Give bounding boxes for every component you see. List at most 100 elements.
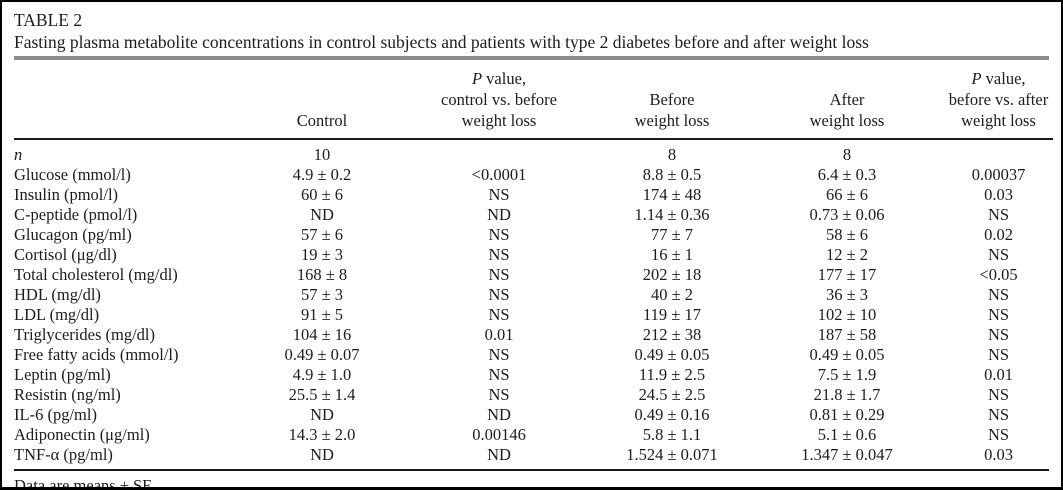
cell-p-before-vs-after: NS <box>987 325 1010 344</box>
col-header-p-control-vs-before: P value, control vs. before weight loss <box>404 60 594 140</box>
table-row: Cortisol (μg/dl) 19 ± 3 NS 16 ± 1 12 ± 2… <box>14 245 1053 265</box>
cell-before-weight-loss: 8.8 ± 0.5 <box>642 165 702 184</box>
caption-divider-rule <box>14 56 1049 60</box>
cell-p-control-vs-before: NS <box>488 185 510 204</box>
cell-p-control-vs-before: 0.00146 <box>472 425 526 444</box>
table-caption: Fasting plasma metabolite concentrations… <box>14 32 869 52</box>
row-label: IL-6 (pg/ml) <box>14 405 97 424</box>
table-label: TABLE 2 <box>14 10 83 30</box>
cell-before-weight-loss: 0.49 ± 0.05 <box>634 345 710 364</box>
cell-before-weight-loss: 77 ± 7 <box>650 225 694 244</box>
row-label: Leptin (pg/ml) <box>14 365 111 384</box>
row-label: C-peptide (pmol/l) <box>14 205 138 224</box>
cell-after-weight-loss: 0.81 ± 0.29 <box>809 405 885 424</box>
table-row: LDL (mg/dl) 91 ± 5 NS 119 ± 17 102 ± 10 … <box>14 305 1053 325</box>
cell-before-weight-loss: 119 ± 17 <box>643 305 701 324</box>
cell-p-before-vs-after: NS <box>987 245 1010 264</box>
cell-before-weight-loss: 212 ± 38 <box>642 325 702 344</box>
cell-p-before-vs-after <box>944 139 1053 165</box>
table-row: Resistin (ng/ml) 25.5 ± 1.4 NS 24.5 ± 2.… <box>14 385 1053 405</box>
table-row: Leptin (pg/ml) 4.9 ± 1.0 NS 11.9 ± 2.5 7… <box>14 365 1053 385</box>
row-label: Glucose (mmol/l) <box>14 165 131 184</box>
cell-p-control-vs-before: NS <box>488 345 510 364</box>
cell-before-weight-loss: 1.14 ± 0.36 <box>634 205 710 224</box>
cell-before-weight-loss: 40 ± 2 <box>650 285 694 304</box>
cell-control: 60 ± 6 <box>300 185 344 204</box>
cell-p-control-vs-before: ND <box>487 205 511 224</box>
cell-control: 4.9 ± 1.0 <box>292 365 352 384</box>
cell-p-before-vs-after: <0.05 <box>979 265 1018 284</box>
cell-p-control-vs-before: NS <box>488 285 510 304</box>
cell-control: 57 ± 6 <box>300 225 344 244</box>
table-row: Free fatty acids (mmol/l) 0.49 ± 0.07 NS… <box>14 345 1053 365</box>
cell-after-weight-loss: 12 ± 2 <box>825 245 869 264</box>
row-label: LDL (mg/dl) <box>14 305 100 324</box>
cell-p-control-vs-before: NS <box>488 245 510 264</box>
cell-p-control-vs-before: NS <box>488 225 510 244</box>
cell-control: ND <box>310 405 334 424</box>
cell-p-before-vs-after: NS <box>987 345 1010 364</box>
table-row: C-peptide (pmol/l) ND ND 1.14 ± 0.36 0.7… <box>14 205 1053 225</box>
table-body: n 10 8 8 Glucose (mmol/l) 4.9 ± 0.2 <0.0… <box>14 139 1053 469</box>
cell-control: 0.49 ± 0.07 <box>284 345 360 364</box>
cell-after-weight-loss: 102 ± 10 <box>817 305 877 324</box>
cell-control: 10 <box>313 145 331 164</box>
cell-p-control-vs-before: <0.0001 <box>471 165 527 184</box>
cell-p-control-vs-before: NS <box>488 365 510 384</box>
cell-p-control-vs-before: ND <box>487 405 511 424</box>
col-header-before-weight-loss: Before weight loss <box>594 60 750 140</box>
cell-before-weight-loss: 11.9 ± 2.5 <box>638 365 706 384</box>
cell-control: 19 ± 3 <box>300 245 344 264</box>
cell-before-weight-loss: 202 ± 18 <box>642 265 702 284</box>
row-label: HDL (mg/dl) <box>14 285 101 304</box>
table-row: Triglycerides (mg/dl) 104 ± 16 0.01 212 … <box>14 325 1053 345</box>
metabolite-table: Control P value, control vs. before weig… <box>14 60 1053 469</box>
row-label: Free fatty acids (mmol/l) <box>14 345 179 364</box>
cell-before-weight-loss: 0.49 ± 0.16 <box>634 405 710 424</box>
cell-after-weight-loss: 5.1 ± 0.6 <box>817 425 877 444</box>
table-row: Total cholesterol (mg/dl) 168 ± 8 NS 202… <box>14 265 1053 285</box>
cell-p-before-vs-after: 0.03 <box>984 445 1013 464</box>
cell-p-control-vs-before: NS <box>488 265 510 284</box>
row-label: Resistin (ng/ml) <box>14 385 121 404</box>
col-header-after-weight-loss: After weight loss <box>750 60 944 140</box>
row-label: Glucagon (pg/ml) <box>14 225 132 244</box>
cell-p-control-vs-before: NS <box>488 305 510 324</box>
cell-p-before-vs-after: NS <box>987 425 1010 444</box>
footnote-divider-rule <box>14 469 1049 471</box>
cell-before-weight-loss: 24.5 ± 2.5 <box>638 385 706 404</box>
col-header-blank <box>14 60 240 140</box>
table-row: Adiponectin (μg/ml) 14.3 ± 2.0 0.00146 5… <box>14 425 1053 445</box>
cell-after-weight-loss: 58 ± 6 <box>825 225 869 244</box>
cell-control: 25.5 ± 1.4 <box>288 385 356 404</box>
cell-p-control-vs-before <box>404 139 594 165</box>
table-row: Glucagon (pg/ml) 57 ± 6 NS 77 ± 7 58 ± 6… <box>14 225 1053 245</box>
cell-control: ND <box>310 445 334 464</box>
cell-before-weight-loss: 174 ± 48 <box>642 185 702 204</box>
cell-p-before-vs-after: 0.00037 <box>971 165 1026 184</box>
cell-p-control-vs-before: NS <box>488 385 510 404</box>
cell-p-before-vs-after: 0.01 <box>984 365 1013 384</box>
cell-control: ND <box>310 205 334 224</box>
table-title-block: TABLE 2 Fasting plasma metabolite concen… <box>14 2 1049 53</box>
cell-after-weight-loss: 8 <box>842 145 852 164</box>
cell-p-control-vs-before: ND <box>487 445 511 464</box>
cell-p-before-vs-after: NS <box>987 385 1010 404</box>
table-footnote: Data are means ± SE. <box>14 476 157 490</box>
cell-after-weight-loss: 7.5 ± 1.9 <box>817 365 877 384</box>
cell-after-weight-loss: 0.49 ± 0.05 <box>809 345 885 364</box>
cell-control: 4.9 ± 0.2 <box>292 165 352 184</box>
cell-p-control-vs-before: 0.01 <box>484 325 514 344</box>
cell-after-weight-loss: 66 ± 6 <box>825 185 869 204</box>
cell-after-weight-loss: 1.347 ± 0.047 <box>801 445 893 464</box>
cell-control: 57 ± 3 <box>300 285 344 304</box>
cell-before-weight-loss: 8 <box>667 145 677 164</box>
cell-after-weight-loss: 187 ± 58 <box>817 325 877 344</box>
cell-p-before-vs-after: 0.02 <box>984 225 1013 244</box>
cell-after-weight-loss: 177 ± 17 <box>817 265 877 284</box>
cell-p-before-vs-after: NS <box>987 305 1010 324</box>
row-label: TNF-α (pg/ml) <box>14 445 113 464</box>
col-header-control: Control <box>240 60 404 140</box>
cell-p-before-vs-after: 0.03 <box>984 185 1013 204</box>
